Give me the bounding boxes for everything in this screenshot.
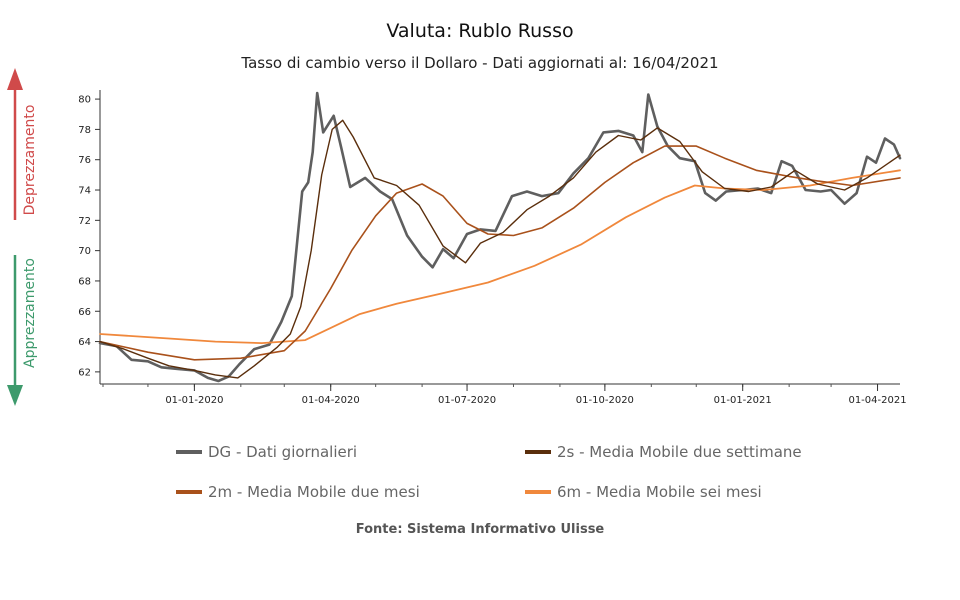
legend-swatch-dg — [176, 450, 202, 454]
y-tick-label: 80 — [78, 95, 91, 106]
series-line-dg — [98, 91, 902, 383]
x-tick-label: 01-10-2020 — [576, 395, 634, 406]
legend-label-2s: 2s - Media Mobile due settimane — [557, 443, 802, 461]
legend-swatch-6m — [525, 490, 551, 494]
x-tick-label: 01-04-2021 — [848, 395, 906, 406]
y-tick-label: 74 — [78, 186, 91, 197]
y-tick-label: 70 — [78, 246, 91, 257]
series-line-2m — [99, 145, 901, 361]
chart-title: Valuta: Rublo Russo — [386, 20, 574, 42]
arrow-up-icon — [7, 68, 23, 90]
y-tick-label: 64 — [78, 337, 91, 348]
legend-label-6m: 6m - Media Mobile sei mesi — [557, 483, 762, 501]
y-tick-label: 68 — [78, 276, 91, 287]
x-tick-label: 01-04-2020 — [302, 395, 360, 406]
legend-item-2s[interactable]: 2s - Media Mobile due settimane — [525, 443, 802, 461]
y-tick-label: 76 — [78, 155, 91, 166]
arrow-down-icon — [7, 385, 23, 406]
y-tick-label: 72 — [78, 216, 91, 227]
legend-swatch-2s — [525, 450, 551, 454]
series-line-6m — [99, 169, 901, 345]
depreciation-label: Deprezzamento — [22, 104, 38, 216]
legend-label-2m: 2m - Media Mobile due mesi — [208, 483, 420, 501]
legend-label-dg: DG - Dati giornalieri — [208, 443, 358, 461]
x-tick-label: 01-07-2020 — [438, 395, 496, 406]
appreciation-label: Apprezzamento — [22, 258, 38, 368]
legend-item-2m[interactable]: 2m - Media Mobile due mesi — [176, 483, 420, 501]
x-tick-label: 01-01-2021 — [714, 395, 772, 406]
y-tick-label: 62 — [78, 367, 91, 378]
legend-item-dg[interactable]: DG - Dati giornalieri — [176, 443, 357, 461]
x-tick-label: 01-01-2020 — [165, 395, 223, 406]
legend-swatch-2m — [176, 490, 202, 494]
chart-subtitle: Tasso di cambio verso il Dollaro - Dati … — [241, 54, 719, 72]
y-tick-label: 78 — [78, 125, 91, 136]
legend-item-6m[interactable]: 6m - Media Mobile sei mesi — [525, 483, 762, 501]
series-line-2s — [99, 119, 901, 379]
source-note: Fonte: Sistema Informativo Ulisse — [355, 522, 605, 537]
y-tick-label: 66 — [78, 307, 91, 318]
